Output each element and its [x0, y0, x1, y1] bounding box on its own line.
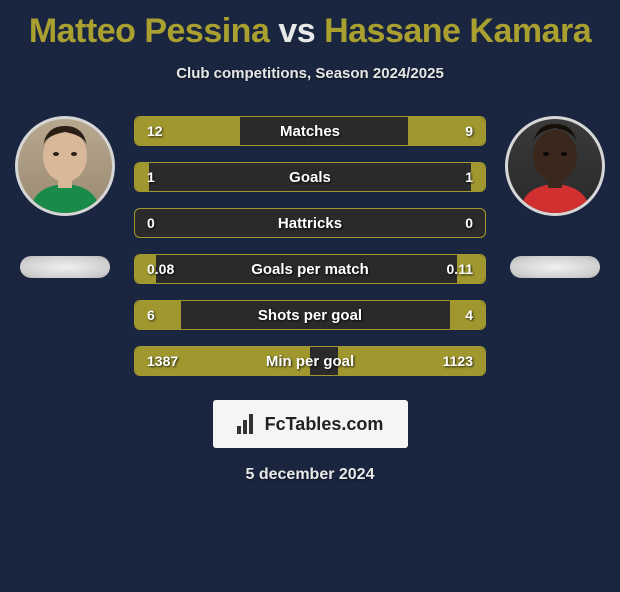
stat-label: Matches — [135, 123, 485, 140]
stat-row: 0Hattricks0 — [134, 208, 486, 238]
bar-chart-icon — [237, 414, 259, 434]
title-player2: Hassane Kamara — [324, 12, 591, 50]
stat-value-right: 1123 — [443, 353, 473, 369]
comparison-main: 12Matches9 1Goals1 0Hattricks0 0.08Goals pe… — [0, 116, 620, 392]
page-title: Matteo Pessina vs Hassane Kamara — [0, 12, 620, 51]
stat-row: 0.08Goals per match0.11 — [134, 254, 486, 284]
side-left — [10, 116, 120, 278]
avatar-player1 — [15, 116, 115, 216]
subtitle: Club competitions, Season 2024/2025 — [0, 65, 620, 82]
stat-value-right: 9 — [465, 123, 473, 139]
stat-label: Goals — [135, 169, 485, 186]
stat-label: Hattricks — [135, 215, 485, 232]
side-right — [500, 116, 610, 278]
stat-label: Min per goal — [135, 353, 485, 370]
title-player1: Matteo Pessina — [29, 12, 270, 50]
stat-value-right: 1 — [465, 169, 473, 185]
stat-row: 1387Min per goal1123 — [134, 346, 486, 376]
branding-badge: FcTables.com — [213, 400, 408, 448]
stat-row: 1Goals1 — [134, 162, 486, 192]
stat-value-right: 4 — [465, 307, 473, 323]
avatar-player2 — [505, 116, 605, 216]
stat-value-right: 0 — [465, 215, 473, 231]
team-pill-right — [510, 256, 600, 278]
avatar-player1-silhouette — [20, 118, 110, 213]
title-vs: vs — [278, 12, 315, 50]
stat-row: 6Shots per goal4 — [134, 300, 486, 330]
stat-label: Goals per match — [135, 261, 485, 278]
branding-text: FcTables.com — [265, 414, 384, 435]
stats-table: 12Matches9 1Goals1 0Hattricks0 0.08Goals pe… — [120, 116, 500, 392]
stat-value-right: 0.11 — [447, 261, 473, 277]
date-label: 5 december 2024 — [0, 466, 620, 484]
stat-row: 12Matches9 — [134, 116, 486, 146]
team-pill-left — [20, 256, 110, 278]
avatar-player2-silhouette — [510, 118, 600, 213]
stat-label: Shots per goal — [135, 307, 485, 324]
